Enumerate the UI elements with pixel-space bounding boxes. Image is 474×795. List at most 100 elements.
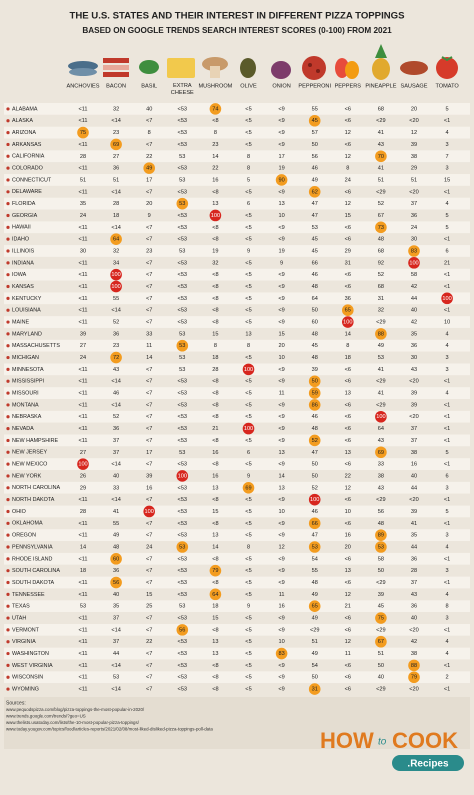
- row-background: [4, 174, 470, 186]
- cell-value: <8: [212, 580, 218, 586]
- state-name: ALABAMA: [12, 106, 38, 112]
- cell-value: 31: [345, 260, 351, 266]
- cell-value: <53: [178, 320, 188, 326]
- cell-value: <1: [444, 438, 450, 444]
- state-name: IOWA: [12, 272, 27, 278]
- cell-value: 43: [378, 438, 384, 444]
- cell-value: <6: [345, 367, 351, 373]
- row-background: [4, 647, 470, 660]
- cell-value: <53: [178, 106, 188, 112]
- cell-value: 75: [80, 130, 86, 136]
- cell-value: 9: [247, 473, 250, 479]
- cell-value: 35: [113, 604, 119, 610]
- cell-value: <6: [345, 687, 351, 693]
- cell-value: <11: [78, 106, 87, 112]
- cell-value: 13: [212, 651, 218, 657]
- bullet: [6, 545, 10, 549]
- cell-value: <53: [178, 225, 188, 231]
- cell-value: <11: [78, 166, 87, 172]
- cell-value: 12: [345, 201, 351, 207]
- highlight: [308, 434, 321, 447]
- cell-value: 13: [212, 533, 218, 539]
- bullet: [6, 640, 10, 644]
- cell-value: 19: [212, 248, 218, 254]
- cell-value: <7: [146, 284, 152, 290]
- cell-value: <53: [178, 651, 188, 657]
- cell-value: 100: [145, 509, 154, 515]
- state-name: PENNSYLVANIA: [12, 544, 53, 550]
- cell-value: <9: [278, 580, 284, 586]
- bullet: [6, 379, 10, 383]
- cell-value: 11: [345, 651, 351, 657]
- cell-value: <11: [78, 627, 87, 633]
- cell-value: <11: [78, 402, 87, 408]
- bullet: [6, 131, 10, 135]
- cell-value: <53: [178, 616, 188, 622]
- cell-value: 100: [111, 284, 120, 290]
- highlight: [408, 245, 420, 257]
- cell-value: 10: [278, 355, 284, 361]
- cell-value: <14: [111, 189, 121, 195]
- cell-value: 74: [212, 106, 218, 112]
- state-name: KENTUCKY: [12, 296, 42, 302]
- bullet: [6, 213, 10, 218]
- highlight: [143, 162, 155, 174]
- cell-value: 45: [312, 343, 318, 349]
- cell-value: <11: [78, 308, 87, 314]
- cell-value: <7: [146, 651, 152, 657]
- cell-value: 16: [278, 604, 284, 610]
- row-background: [4, 280, 470, 293]
- cell-value: 34: [113, 260, 119, 266]
- cell-value: <5: [245, 556, 251, 562]
- cell-value: <11: [78, 663, 87, 669]
- row-background: [4, 114, 470, 127]
- row-background: [4, 363, 470, 376]
- cell-value: <7: [146, 367, 152, 373]
- highlight: [408, 671, 420, 684]
- highlight: [375, 328, 387, 340]
- cell-value: 46: [312, 509, 318, 515]
- highlight: [308, 541, 321, 553]
- cell-value: 27: [80, 450, 86, 456]
- highlight: [308, 375, 321, 388]
- cell-value: 64: [212, 592, 218, 598]
- cell-value: <7: [146, 497, 152, 503]
- cell-value: 52: [113, 414, 119, 420]
- highlight: [242, 363, 255, 376]
- cell-value: 72: [113, 355, 119, 361]
- cell-value: <29: [376, 402, 386, 408]
- cell-value: <8: [212, 225, 218, 231]
- cell-value: 48: [113, 544, 119, 550]
- cell-value: <1: [444, 189, 450, 195]
- cell-value: <8: [212, 308, 218, 314]
- logo-to: to: [378, 737, 387, 748]
- cell-value: 43: [411, 367, 417, 373]
- cell-value: 51: [378, 651, 384, 657]
- cell-value: 53: [179, 367, 185, 373]
- state-name: UTAH: [12, 615, 26, 621]
- cell-value: 8: [346, 166, 349, 172]
- highlight: [110, 576, 122, 589]
- row-background: [4, 268, 470, 281]
- cell-value: 16: [411, 462, 417, 468]
- cell-value: 15: [278, 331, 284, 337]
- state-name: FLORIDA: [12, 201, 36, 207]
- cell-value: 31: [312, 687, 318, 693]
- highlight: [375, 221, 387, 234]
- cell-value: 43: [378, 142, 384, 148]
- cell-value: 58: [411, 272, 417, 278]
- cell-value: <53: [178, 118, 188, 124]
- cell-value: <53: [178, 687, 188, 693]
- cell-value: 22: [212, 166, 218, 172]
- cell-value: 8: [214, 343, 217, 349]
- cell-value: <9: [278, 308, 284, 314]
- cell-value: <11: [78, 675, 87, 681]
- cell-value: <53: [178, 663, 188, 669]
- cell-value: <11: [78, 118, 87, 124]
- highlight: [375, 410, 387, 423]
- cell-value: <8: [212, 237, 218, 243]
- cell-value: 46: [113, 391, 119, 397]
- cell-value: 48: [378, 521, 384, 527]
- bullet: [6, 119, 10, 123]
- cell-value: 53: [378, 355, 384, 361]
